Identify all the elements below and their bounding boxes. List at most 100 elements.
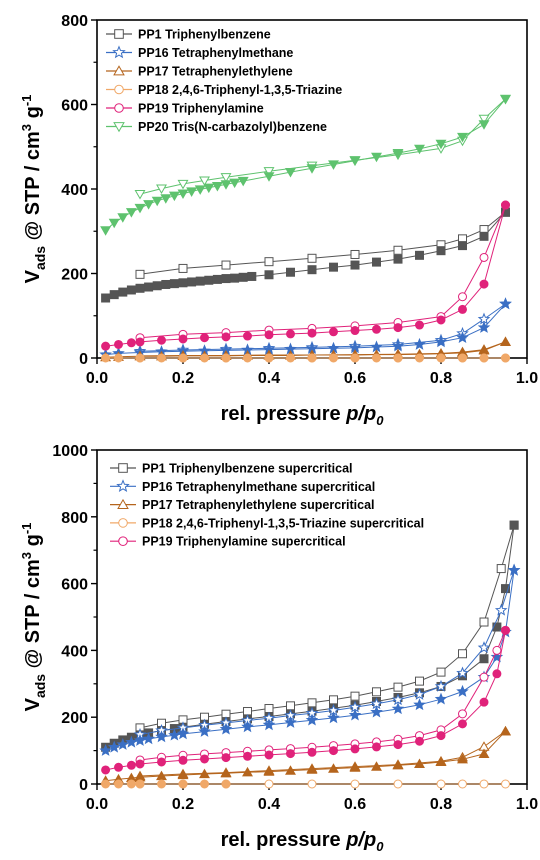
adsorption-point <box>126 779 136 789</box>
adsorption-point <box>307 328 317 338</box>
adsorption-point <box>101 293 111 303</box>
adsorption-point <box>220 180 232 190</box>
adsorption-point <box>238 272 248 282</box>
adsorption-point <box>413 337 426 350</box>
adsorption-point <box>161 279 171 289</box>
adsorption-point <box>263 766 275 776</box>
desorption-point <box>263 167 275 177</box>
x-tick-label: 1.0 <box>516 370 538 387</box>
x-tick-label: 0.4 <box>258 370 280 387</box>
adsorption-point <box>114 779 123 789</box>
adsorption-point <box>177 189 189 200</box>
adsorption-point <box>413 698 426 711</box>
adsorption-point <box>118 287 128 297</box>
adsorption-point <box>194 185 206 195</box>
adsorption-point <box>436 315 446 325</box>
adsorption-point <box>125 208 137 218</box>
adsorption-point <box>114 353 123 363</box>
adsorption-point <box>220 767 232 778</box>
series-5 <box>101 200 510 351</box>
adsorption-point <box>414 758 425 769</box>
adsorption-point <box>415 320 424 330</box>
adsorption-point <box>286 329 295 339</box>
desorption-point <box>458 779 467 789</box>
legend-marker <box>118 463 128 473</box>
legend-label: PP17 Tetraphenylethylene supercritical <box>142 498 375 512</box>
adsorption-point <box>178 278 188 288</box>
legend: PP1 Triphenylbenzene PP16 Tetraphenylmeth… <box>106 28 342 134</box>
adsorption-point <box>329 353 338 363</box>
desorption-point <box>329 695 338 705</box>
adsorption-point <box>219 722 233 735</box>
adsorption-point <box>350 326 360 336</box>
legend-label: PP18 2,4,6-Triphenyl-1,3,5-Triazine <box>138 83 342 97</box>
adsorption-point <box>306 164 318 174</box>
adsorption-point <box>500 336 511 347</box>
legend-label: PP20 Tris(N-carbazolyl)benzene <box>138 120 327 134</box>
adsorption-point <box>114 762 123 772</box>
adsorption-point <box>307 747 317 757</box>
adsorption-point <box>328 763 339 773</box>
adsorption-point <box>243 751 252 761</box>
desorption-point <box>393 682 403 692</box>
adsorption-point <box>492 669 502 679</box>
x-tick-label: 0.8 <box>430 796 452 813</box>
adsorption-point <box>458 304 467 314</box>
adsorption-point <box>101 341 111 351</box>
desorption-point <box>496 564 506 574</box>
adsorption-point <box>101 353 111 363</box>
desorption-point <box>135 269 145 279</box>
adsorption-point <box>264 750 274 760</box>
desorption-point <box>477 641 491 654</box>
desorption-point <box>264 704 274 714</box>
adsorption-point <box>479 697 489 707</box>
adsorption-point <box>114 339 123 349</box>
desorption-line <box>139 211 506 275</box>
adsorption-line <box>105 204 506 347</box>
adsorption-point <box>286 749 295 759</box>
adsorption-point <box>501 200 510 210</box>
adsorption-point <box>501 353 510 363</box>
desorption-point <box>458 292 467 302</box>
desorption-point <box>199 176 210 186</box>
adsorption-point <box>178 779 188 789</box>
adsorption-point <box>457 132 468 143</box>
adsorption-point <box>415 736 424 746</box>
adsorption-point <box>479 279 489 289</box>
desorption-point <box>492 645 502 655</box>
x-tick-label: 0.2 <box>172 370 194 387</box>
chart-panel-1: 0.0 0.2 0.4 0.6 0.8 1.0 0 200 400 600 800 rel. pres… <box>19 13 538 428</box>
adsorption-point <box>435 756 447 767</box>
desorption-point <box>479 617 489 627</box>
adsorption-point <box>263 172 275 182</box>
desorption-point <box>350 691 360 701</box>
adsorption-point <box>329 327 338 337</box>
adsorption-point <box>501 625 510 635</box>
adsorption-point <box>305 713 319 726</box>
adsorption-point <box>329 262 338 272</box>
adsorption-point <box>151 196 163 207</box>
adsorption-point <box>414 144 425 155</box>
legend-marker <box>114 84 124 95</box>
desorption-point <box>479 672 489 682</box>
adsorption-point <box>370 705 383 718</box>
adsorption-point <box>135 353 145 363</box>
y-tick-label: 200 <box>61 267 88 284</box>
adsorption-point <box>126 338 136 348</box>
adsorption-point <box>507 563 521 576</box>
desorption-point <box>220 173 232 183</box>
adsorption-point <box>135 779 145 789</box>
desorption-point <box>307 698 317 708</box>
adsorption-point <box>195 276 205 286</box>
adsorption-point <box>126 760 136 770</box>
desorption-point <box>307 779 317 789</box>
x-axis-title: rel. pressure p/p0 <box>221 829 385 854</box>
adsorption-line <box>105 98 506 231</box>
adsorption-point <box>212 274 222 284</box>
desorption-point <box>307 253 317 263</box>
adsorption-point <box>434 335 448 348</box>
adsorption-point <box>458 241 467 251</box>
adsorption-point <box>499 297 512 310</box>
adsorption-point <box>125 735 138 748</box>
adsorption-point <box>178 755 188 765</box>
